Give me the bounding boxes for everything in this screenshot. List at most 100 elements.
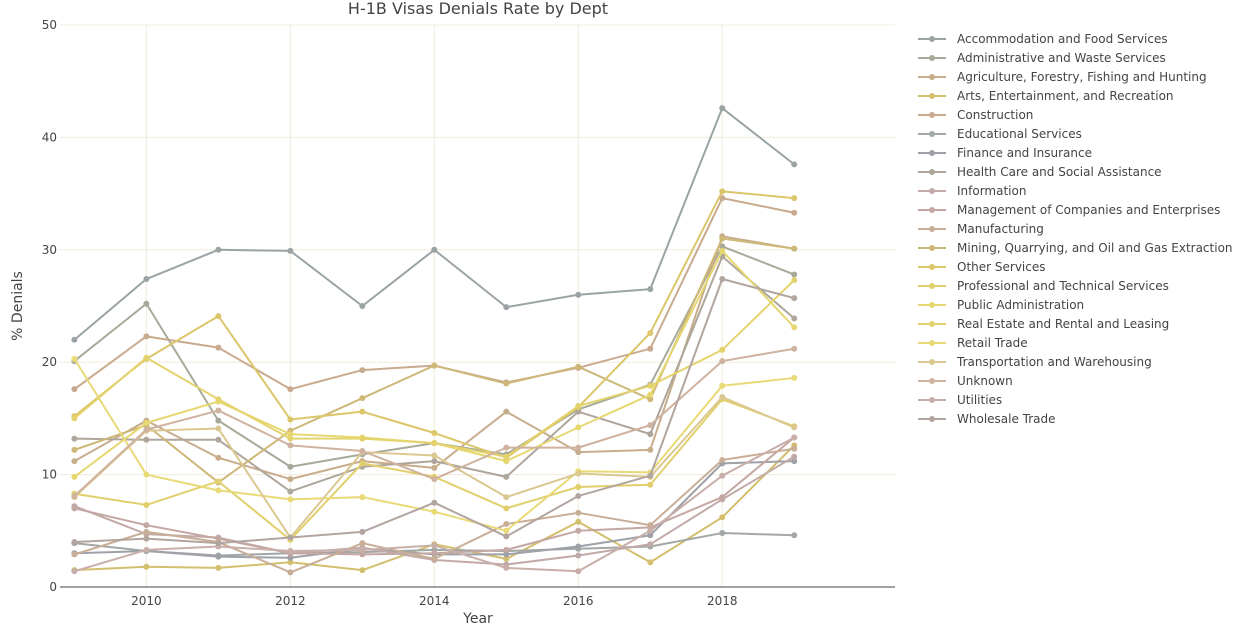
data-point[interactable] [287,386,294,393]
legend-item[interactable]: Educational Services [918,127,1082,141]
data-point[interactable] [143,563,150,570]
data-point[interactable] [71,539,78,546]
data-point[interactable] [71,435,78,442]
data-point[interactable] [287,476,294,483]
data-point[interactable] [287,463,294,470]
data-point[interactable] [431,550,438,557]
data-point[interactable] [287,431,294,438]
data-point[interactable] [503,533,510,540]
data-point[interactable] [143,419,150,426]
data-point[interactable] [359,447,366,454]
series-0[interactable] [71,105,798,343]
data-point[interactable] [431,555,438,562]
data-point[interactable] [431,458,438,465]
data-point[interactable] [143,546,150,553]
data-point[interactable] [503,304,510,311]
data-point[interactable] [503,453,510,460]
legend-item[interactable]: Construction [918,108,1033,122]
legend-item[interactable]: Real Estate and Rental and Leasing [918,317,1169,331]
data-point[interactable] [791,434,798,441]
data-point[interactable] [647,286,654,293]
legend-item[interactable]: Professional and Technical Services [918,279,1169,293]
series-7[interactable] [71,253,798,495]
legend-item[interactable]: Transportation and Warehousing [918,355,1152,369]
data-point[interactable] [719,105,726,112]
data-point[interactable] [287,559,294,566]
data-point[interactable] [431,508,438,515]
data-point[interactable] [215,487,222,494]
legend-item[interactable]: Manufacturing [918,222,1044,236]
data-point[interactable] [71,492,78,499]
data-point[interactable] [647,541,654,548]
data-point[interactable] [503,521,510,528]
data-point[interactable] [719,235,726,242]
data-point[interactable] [791,195,798,202]
data-point[interactable] [359,408,366,415]
data-point[interactable] [287,247,294,254]
data-point[interactable] [791,209,798,216]
data-point[interactable] [503,408,510,415]
data-point[interactable] [215,344,222,351]
data-point[interactable] [431,246,438,253]
legend-item[interactable]: Accommodation and Food Services [918,32,1168,46]
data-point[interactable] [431,440,438,447]
legend-item[interactable]: Arts, Entertainment, and Recreation [918,89,1174,103]
data-point[interactable] [791,458,798,465]
data-point[interactable] [719,514,726,521]
data-point[interactable] [791,445,798,452]
data-point[interactable] [791,374,798,381]
data-point[interactable] [719,530,726,537]
data-point[interactable] [71,505,78,512]
data-point[interactable] [647,396,654,403]
data-point[interactable] [719,195,726,202]
data-point[interactable] [359,395,366,402]
data-point[interactable] [71,386,78,393]
data-point[interactable] [791,161,798,168]
legend-item[interactable]: Health Care and Social Assistance [918,165,1162,179]
data-point[interactable] [143,528,150,535]
data-point[interactable] [719,394,726,401]
data-point[interactable] [575,552,582,559]
data-point[interactable] [143,501,150,508]
data-point[interactable] [791,315,798,322]
data-point[interactable] [503,444,510,451]
data-point[interactable] [287,442,294,449]
data-point[interactable] [287,534,294,541]
data-point[interactable] [71,473,78,480]
data-point[interactable] [575,483,582,490]
data-point[interactable] [719,358,726,365]
data-point[interactable] [215,478,222,485]
data-point[interactable] [143,300,150,307]
data-point[interactable] [215,396,222,403]
data-point[interactable] [791,295,798,302]
data-point[interactable] [719,494,726,501]
data-point[interactable] [503,551,510,558]
data-point[interactable] [431,476,438,483]
data-point[interactable] [431,452,438,459]
series-15[interactable] [71,277,798,460]
data-point[interactable] [215,553,222,560]
data-point[interactable] [71,446,78,453]
data-point[interactable] [791,324,798,331]
data-point[interactable] [503,494,510,501]
data-point[interactable] [719,382,726,389]
legend-item[interactable]: Administrative and Waste Services [918,51,1166,65]
data-point[interactable] [359,540,366,547]
data-point[interactable] [215,313,222,320]
data-point[interactable] [791,245,798,252]
data-point[interactable] [287,488,294,495]
legend-item[interactable]: Mining, Quarrying, and Oil and Gas Extra… [918,241,1233,255]
data-point[interactable] [431,542,438,549]
data-point[interactable] [215,246,222,253]
data-point[interactable] [431,499,438,506]
data-point[interactable] [71,355,78,362]
data-point[interactable] [791,424,798,431]
legend-item[interactable]: Utilities [918,393,1002,407]
series-20[interactable] [71,276,798,547]
series-17[interactable] [71,394,798,541]
data-point[interactable] [71,568,78,575]
data-point[interactable] [143,436,150,443]
data-point[interactable] [647,527,654,534]
data-point[interactable] [575,291,582,298]
data-point[interactable] [287,496,294,503]
